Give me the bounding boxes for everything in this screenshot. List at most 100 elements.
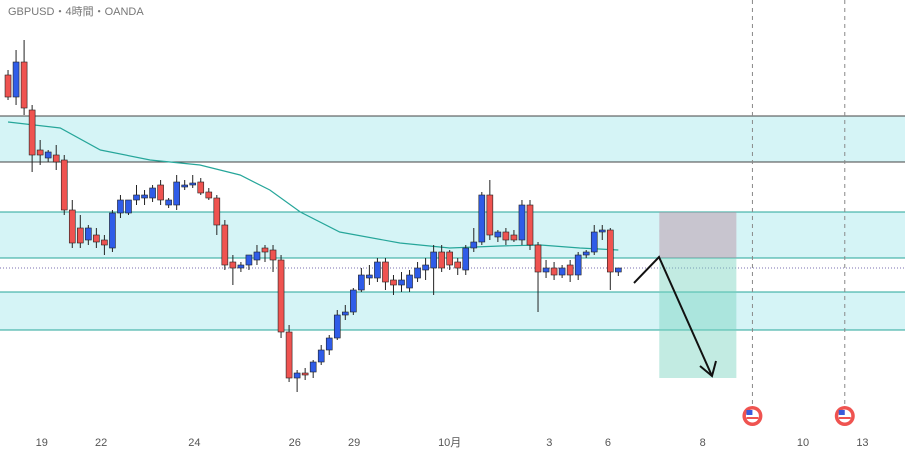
candle-body: [4, 74, 12, 98]
candle-body: [253, 251, 261, 261]
candle-body: [77, 227, 84, 244]
candle-body: [36, 149, 44, 156]
candle-body: [28, 109, 36, 156]
candle-body: [390, 279, 397, 286]
candle-body: [85, 227, 92, 241]
x-tick-label: 22: [95, 437, 107, 449]
candle-body: [197, 181, 205, 194]
x-tick-label: 26: [289, 437, 301, 449]
candle-body: [430, 251, 437, 269]
candle-body: [68, 209, 76, 244]
candle-body: [117, 199, 124, 214]
forecast-arrowhead: [699, 360, 717, 378]
zone: [0, 116, 905, 162]
candle-body: [317, 349, 325, 363]
candle-body: [93, 234, 100, 243]
chart-title: GBPUSD・4時間・OANDA: [8, 5, 144, 18]
candle-body: [52, 154, 60, 163]
moving-average: [7, 121, 619, 251]
candle-body: [406, 274, 413, 289]
x-tick-label: 13: [856, 437, 868, 449]
candle-body: [60, 159, 68, 211]
candle-body: [615, 267, 622, 273]
candle-body: [333, 314, 341, 339]
candle-body: [125, 199, 132, 214]
candle-body: [510, 234, 518, 241]
candle-body: [285, 331, 293, 379]
x-tick-label: 24: [188, 437, 200, 449]
candle-body: [189, 182, 197, 186]
x-tick-label: 3: [546, 437, 552, 449]
x-tick-label: 19: [36, 437, 48, 449]
candle-body: [574, 254, 582, 276]
candle-body: [478, 194, 486, 243]
event-flag-blue: [746, 410, 753, 415]
candle-body: [157, 184, 164, 201]
candle-body: [205, 191, 213, 199]
candle-body: [542, 267, 550, 273]
candle-body: [325, 337, 333, 351]
candle-body: [558, 267, 566, 276]
candle-body: [598, 229, 606, 233]
candle-body: [109, 212, 116, 249]
stop-zone: [659, 212, 737, 258]
candle-body: [213, 197, 221, 226]
candle-body: [446, 251, 453, 266]
candle-body: [341, 311, 349, 316]
candle-body: [414, 267, 421, 279]
candle-body: [261, 247, 269, 253]
x-tick-label: 29: [348, 437, 360, 449]
zone: [0, 212, 905, 258]
candle-body: [454, 261, 462, 269]
candle-body: [606, 229, 614, 273]
x-tick-label: 8: [700, 437, 706, 449]
target-zone: [659, 258, 737, 378]
candle-body: [44, 151, 52, 159]
candle-body: [181, 184, 188, 188]
candle-body: [526, 204, 534, 246]
candle-body: [350, 289, 357, 313]
candle-body: [277, 259, 285, 333]
candle-body: [133, 194, 140, 201]
candle-body: [462, 247, 470, 271]
candle-body: [20, 61, 28, 109]
candle-body: [269, 249, 277, 261]
candle-body: [165, 199, 172, 206]
candle-body: [382, 261, 389, 283]
candle-body: [12, 61, 20, 98]
candle-body: [502, 231, 510, 241]
candle-body: [566, 264, 574, 276]
candle-body: [293, 372, 301, 379]
candle-body: [438, 251, 445, 269]
event-flag-blue: [838, 410, 845, 415]
event-flag-stripe: [746, 417, 759, 419]
candle-body: [173, 181, 180, 206]
candle-body: [309, 361, 317, 373]
forecast-arrow: [633, 255, 713, 377]
candle-body: [366, 274, 373, 279]
x-tick-label: 10: [797, 437, 809, 449]
candle-body: [518, 204, 526, 241]
candle-body: [550, 267, 558, 276]
candle-body: [101, 239, 108, 246]
candle-body: [398, 279, 405, 286]
x-tick-label: 6: [605, 437, 611, 449]
candle-body: [301, 372, 309, 376]
candle-body: [582, 251, 590, 256]
zone: [0, 292, 905, 330]
candle-body: [374, 261, 381, 279]
candle-body: [470, 241, 478, 249]
candle-body: [245, 254, 253, 266]
x-tick-label: 10月: [438, 437, 461, 449]
candle-body: [590, 231, 598, 253]
candle-body: [229, 261, 237, 269]
candle-body: [149, 187, 156, 199]
candle-body: [237, 264, 245, 269]
candle-body: [534, 244, 542, 273]
candle-body: [494, 231, 502, 238]
candle-body: [486, 194, 494, 236]
candle-body: [221, 224, 229, 266]
candle-body: [141, 194, 148, 199]
candle-body: [358, 274, 365, 291]
